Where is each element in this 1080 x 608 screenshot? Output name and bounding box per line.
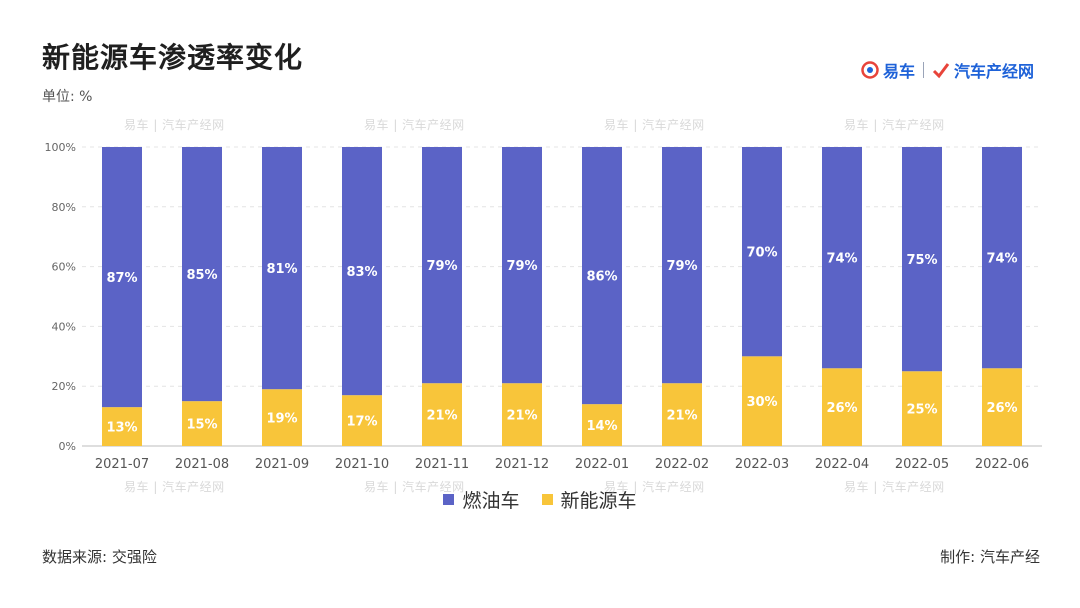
data-label-fuel: 87% [106, 271, 137, 286]
data-label-nev: 21% [426, 409, 457, 424]
x-tick-label: 2022-02 [655, 457, 709, 472]
data-label-fuel: 86% [586, 270, 617, 285]
x-tick-label: 2021-07 [95, 457, 149, 472]
watermark: 易车 | 汽车产经网 [364, 478, 465, 495]
data-label-nev: 21% [666, 409, 697, 424]
watermark: 易车 | 汽车产经网 [844, 478, 945, 495]
y-tick-label: 60% [52, 261, 76, 274]
data-source: 数据来源: 交强险 [42, 546, 157, 567]
watermark: 易车 | 汽车产经网 [844, 116, 945, 133]
y-tick-label: 100% [45, 141, 76, 154]
data-label-nev: 26% [826, 401, 857, 416]
data-label-fuel: 75% [906, 253, 937, 268]
x-tick-label: 2022-04 [815, 457, 869, 472]
data-label-nev: 17% [346, 415, 377, 430]
x-tick-label: 2021-11 [415, 457, 469, 472]
x-tick-label: 2022-05 [895, 457, 949, 472]
watermark: 易车 | 汽车产经网 [604, 478, 705, 495]
x-tick-label: 2022-03 [735, 457, 789, 472]
data-label-fuel: 79% [506, 259, 537, 274]
watermark: 易车 | 汽车产经网 [604, 116, 705, 133]
data-label-fuel: 70% [746, 246, 777, 261]
data-label-nev: 13% [106, 421, 137, 436]
watermark: 易车 | 汽车产经网 [364, 116, 465, 133]
data-label-fuel: 79% [426, 259, 457, 274]
data-label-nev: 30% [746, 395, 777, 410]
y-tick-label: 0% [59, 440, 76, 453]
data-label-fuel: 74% [986, 252, 1017, 267]
x-tick-label: 2021-10 [335, 457, 389, 472]
x-tick-label: 2021-12 [495, 457, 549, 472]
data-label-nev: 19% [266, 412, 297, 427]
legend-swatch-nev [542, 494, 553, 505]
y-tick-label: 40% [52, 320, 76, 333]
data-label-fuel: 81% [266, 262, 297, 277]
data-label-nev: 26% [986, 401, 1017, 416]
y-tick-label: 20% [52, 380, 76, 393]
y-tick-label: 80% [52, 201, 76, 214]
data-label-nev: 21% [506, 409, 537, 424]
data-label-nev: 14% [586, 419, 617, 434]
data-label-fuel: 74% [826, 252, 857, 267]
legend-swatch-fuel [443, 494, 454, 505]
watermark: 易车 | 汽车产经网 [124, 116, 225, 133]
data-label-fuel: 85% [186, 268, 217, 283]
data-label-fuel: 79% [666, 259, 697, 274]
legend-label-fuel: 燃油车 [462, 486, 519, 513]
data-label-fuel: 83% [346, 265, 377, 280]
data-label-nev: 25% [906, 403, 937, 418]
data-label-nev: 15% [186, 418, 217, 433]
x-tick-label: 2022-06 [975, 457, 1029, 472]
watermark: 易车 | 汽车产经网 [124, 478, 225, 495]
x-tick-label: 2021-09 [255, 457, 309, 472]
x-tick-label: 2022-01 [575, 457, 629, 472]
x-tick-label: 2021-08 [175, 457, 229, 472]
maker-credit: 制作: 汽车产经 [940, 546, 1040, 567]
